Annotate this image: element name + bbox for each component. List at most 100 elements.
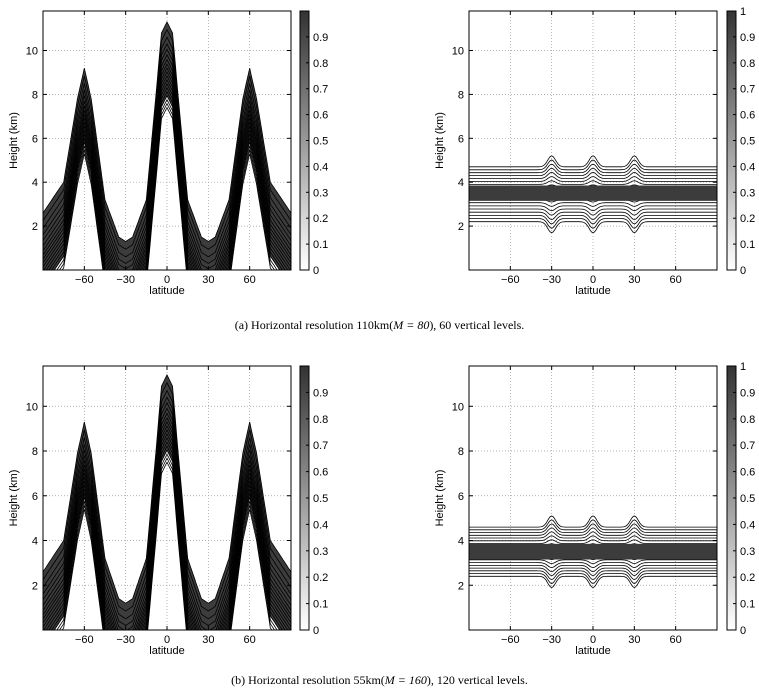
colorbar-tick-label: 0.7 <box>740 440 755 452</box>
y-tick-label: 2 <box>458 221 464 233</box>
contour-line <box>469 559 717 565</box>
contour-line <box>469 567 717 577</box>
contour-line <box>43 54 291 270</box>
x-axis-label: latitude <box>149 285 184 297</box>
contour-line <box>469 163 717 174</box>
contour-line <box>43 429 291 630</box>
x-tick-label: 0 <box>164 634 170 646</box>
y-tick-label: 8 <box>32 89 38 101</box>
contour-line <box>469 180 717 185</box>
contour-line <box>469 523 717 533</box>
contour-line <box>469 527 717 536</box>
colorbar-tick-label: 0.5 <box>313 136 328 148</box>
y-tick-label: 10 <box>452 46 464 58</box>
contour-line <box>43 389 291 620</box>
colorbar-tick-label: 0.6 <box>313 110 328 122</box>
colorbar-tick-label: 0 <box>313 265 319 277</box>
colorbar-tick-label: 0 <box>313 625 319 637</box>
caption-a-post: ), 60 vertical levels. <box>429 318 525 332</box>
contour-line <box>469 573 717 584</box>
colorbar-tick-label: 0.4 <box>313 519 328 531</box>
x-axis-label: latitude <box>149 645 184 657</box>
y-tick-label: 4 <box>32 536 38 548</box>
y-tick-label: 10 <box>26 46 38 58</box>
x-tick-label: 60 <box>670 634 682 646</box>
colorbar-tick-label: 0.9 <box>313 387 328 399</box>
contour-line <box>469 214 717 225</box>
x-tick-label: −30 <box>116 634 135 646</box>
contour-line <box>469 535 717 542</box>
y-axis-label: Height (km) <box>8 112 20 169</box>
x-tick-label: 30 <box>628 274 640 286</box>
contour-line <box>53 449 281 630</box>
x-axis-label: latitude <box>575 645 610 657</box>
contour-field <box>469 366 717 630</box>
colorbar-tick-label: 0.2 <box>313 572 328 584</box>
caption-b: (b) Horizontal resolution 55km(M = 160),… <box>0 673 759 688</box>
x-tick-label: 30 <box>202 634 214 646</box>
colorbar-tick-label: 0.2 <box>740 213 755 225</box>
contour-line <box>469 208 717 216</box>
x-tick-label: −30 <box>116 274 135 286</box>
x-tick-label: −60 <box>75 634 94 646</box>
colorbar-tick-label: 0.6 <box>740 467 755 479</box>
contour-line <box>469 218 717 229</box>
caption-a-math: M = 80 <box>393 318 430 332</box>
y-tick-label: 6 <box>32 491 38 503</box>
colorbar-tick-label: 0.4 <box>740 161 755 173</box>
colorbar-tick-label: 0.7 <box>313 84 328 96</box>
colorbar-tick-label: 0.3 <box>740 187 755 199</box>
contour-line <box>43 79 291 270</box>
colorbar-tick-label: 0.8 <box>740 58 755 70</box>
y-tick-label: 4 <box>458 177 464 189</box>
contour-fill <box>469 543 717 560</box>
contour-line <box>469 176 717 182</box>
x-tick-label: 0 <box>590 274 596 286</box>
contour-line <box>59 457 275 630</box>
contour-line <box>45 83 289 270</box>
colorbar-tick-label: 0.3 <box>740 546 755 558</box>
y-tick-label: 4 <box>32 177 38 189</box>
caption-b-post: ), 120 vertical levels. <box>426 673 528 687</box>
y-tick-label: 8 <box>458 89 464 101</box>
contour-line <box>469 575 717 588</box>
contour-line <box>43 67 291 270</box>
contour-line <box>43 71 291 270</box>
colorbar-tick-label: 0.8 <box>313 414 328 426</box>
colorbar-tick-label: 0.6 <box>740 110 755 122</box>
contour-line <box>469 519 717 531</box>
x-tick-label: −60 <box>75 274 94 286</box>
contour-line <box>469 539 717 544</box>
caption-b-math: M = 160 <box>384 673 427 687</box>
colorbar-tick-label: 1 <box>740 361 746 373</box>
x-tick-label: 60 <box>670 274 682 286</box>
contour-line <box>43 433 291 630</box>
colorbar-tick-label: 0.9 <box>740 387 755 399</box>
contour-line <box>43 417 291 630</box>
contour-line <box>43 75 291 270</box>
contour-line <box>43 396 291 626</box>
colorbar-tick-label: 0 <box>740 625 746 637</box>
y-tick-label: 2 <box>32 221 38 233</box>
colorbar-tick-label: 0.7 <box>313 440 328 452</box>
contour-line <box>43 425 291 630</box>
colorbar-tick-label: 0.9 <box>740 32 755 44</box>
contour-line <box>53 94 281 270</box>
x-tick-label: 60 <box>244 634 256 646</box>
y-tick-label: 8 <box>458 446 464 458</box>
y-axis-label: Height (km) <box>434 112 446 169</box>
contour-line <box>48 441 286 630</box>
x-tick-label: 30 <box>628 634 640 646</box>
contour-line <box>469 211 717 220</box>
colorbar-tick-label: 0.4 <box>313 161 328 173</box>
y-tick-label: 6 <box>458 491 464 503</box>
colorbar-tick-label: 0.8 <box>740 414 755 426</box>
colorbar-tick-label: 0.1 <box>740 599 755 611</box>
x-tick-label: 60 <box>244 274 256 286</box>
y-tick-label: 4 <box>458 536 464 548</box>
contour-line <box>51 445 283 630</box>
caption-a-pre: (a) Horizontal resolution 110km( <box>234 318 394 332</box>
contour-line <box>469 531 717 539</box>
y-tick-label: 2 <box>458 580 464 592</box>
contour-line <box>61 461 273 630</box>
